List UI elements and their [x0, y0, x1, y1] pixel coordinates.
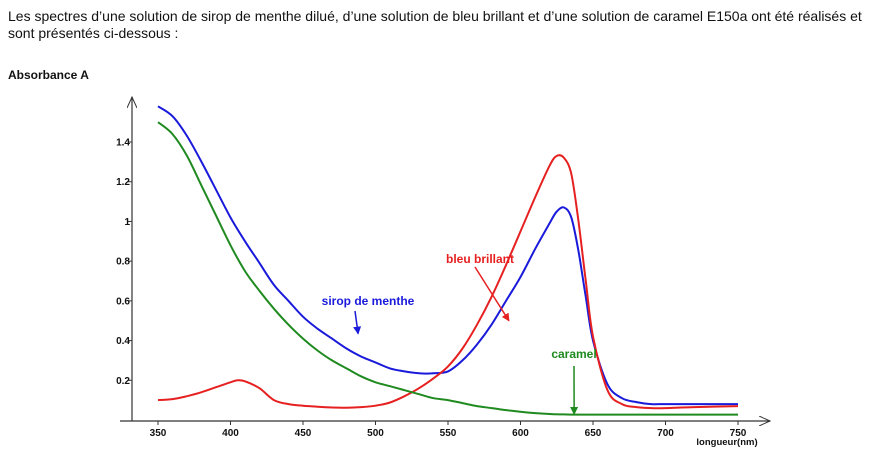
- y-tick-label: 1.4: [116, 138, 130, 149]
- annotation-label-sirop-de-menthe: sirop de menthe: [322, 294, 415, 308]
- x-tick-label: 500: [367, 428, 384, 439]
- y-tick-label: 1: [124, 217, 130, 228]
- y-tick-label: 1.2: [116, 177, 130, 188]
- annotation-arrow-bleu-brillant: [474, 266, 510, 322]
- x-tick-label: 700: [657, 428, 674, 439]
- x-tick-label: 650: [585, 428, 602, 439]
- y-tick-label: 0.8: [116, 257, 130, 268]
- y-tick-label: 0.2: [116, 376, 130, 387]
- series-line-caramel: [157, 121, 738, 416]
- annotation-label-caramel: caramel: [551, 347, 596, 361]
- x-tick-label: 600: [512, 428, 529, 439]
- y-tick-label: 0.4: [116, 336, 130, 347]
- x-axis-label: longueur(nm): [696, 437, 757, 448]
- y-tick-label: 0.6: [116, 296, 130, 307]
- x-tick-label: 750: [730, 428, 747, 439]
- x-tick-label: 350: [150, 428, 167, 439]
- x-tick-label: 400: [222, 428, 239, 439]
- x-tick-label: 550: [440, 428, 457, 439]
- annotation-arrow-sirop-de-menthe: [353, 310, 362, 335]
- y-axis-label: Absorbance A: [8, 68, 89, 82]
- intro-text: Les spectres d’une solution de sirop de …: [8, 8, 862, 41]
- x-tick-label: 450: [295, 428, 312, 439]
- series-line-bleu-brillant: [157, 154, 739, 410]
- annotation-label-bleu-brillant: bleu brillant: [446, 252, 514, 266]
